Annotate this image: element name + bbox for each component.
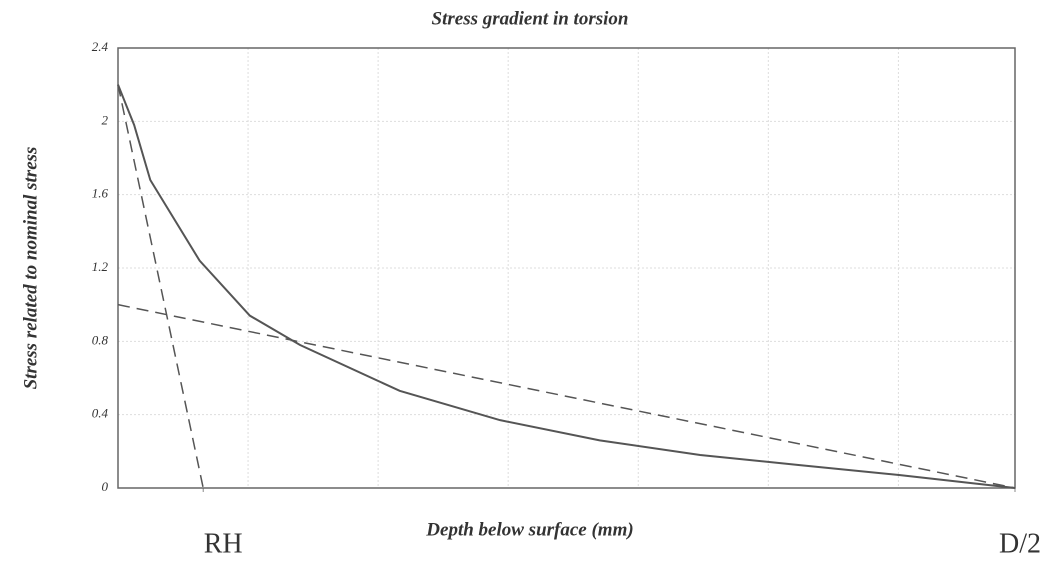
y-tick-label: 1.2 [92, 259, 109, 274]
line [117, 84, 1016, 489]
line [117, 303, 1016, 489]
y-tick-label: 0.4 [92, 406, 109, 421]
chart-title: Stress gradient in torsion [432, 8, 629, 29]
y-tick-label: 0 [102, 479, 109, 494]
line [117, 84, 204, 489]
y-axis-label: Stress related to nominal stress [20, 147, 41, 390]
y-tick-label: 1.6 [92, 186, 109, 201]
plot-border [117, 47, 1016, 489]
x-axis-label: Depth below surface (mm) [425, 519, 633, 540]
y-tick-label: 2 [102, 112, 109, 127]
y-tick-label: 0.8 [92, 332, 109, 347]
x-tick-label: D/2 [999, 528, 1041, 559]
x-tick-label: RH [204, 528, 243, 559]
y-tick-label: 2.4 [92, 39, 109, 54]
